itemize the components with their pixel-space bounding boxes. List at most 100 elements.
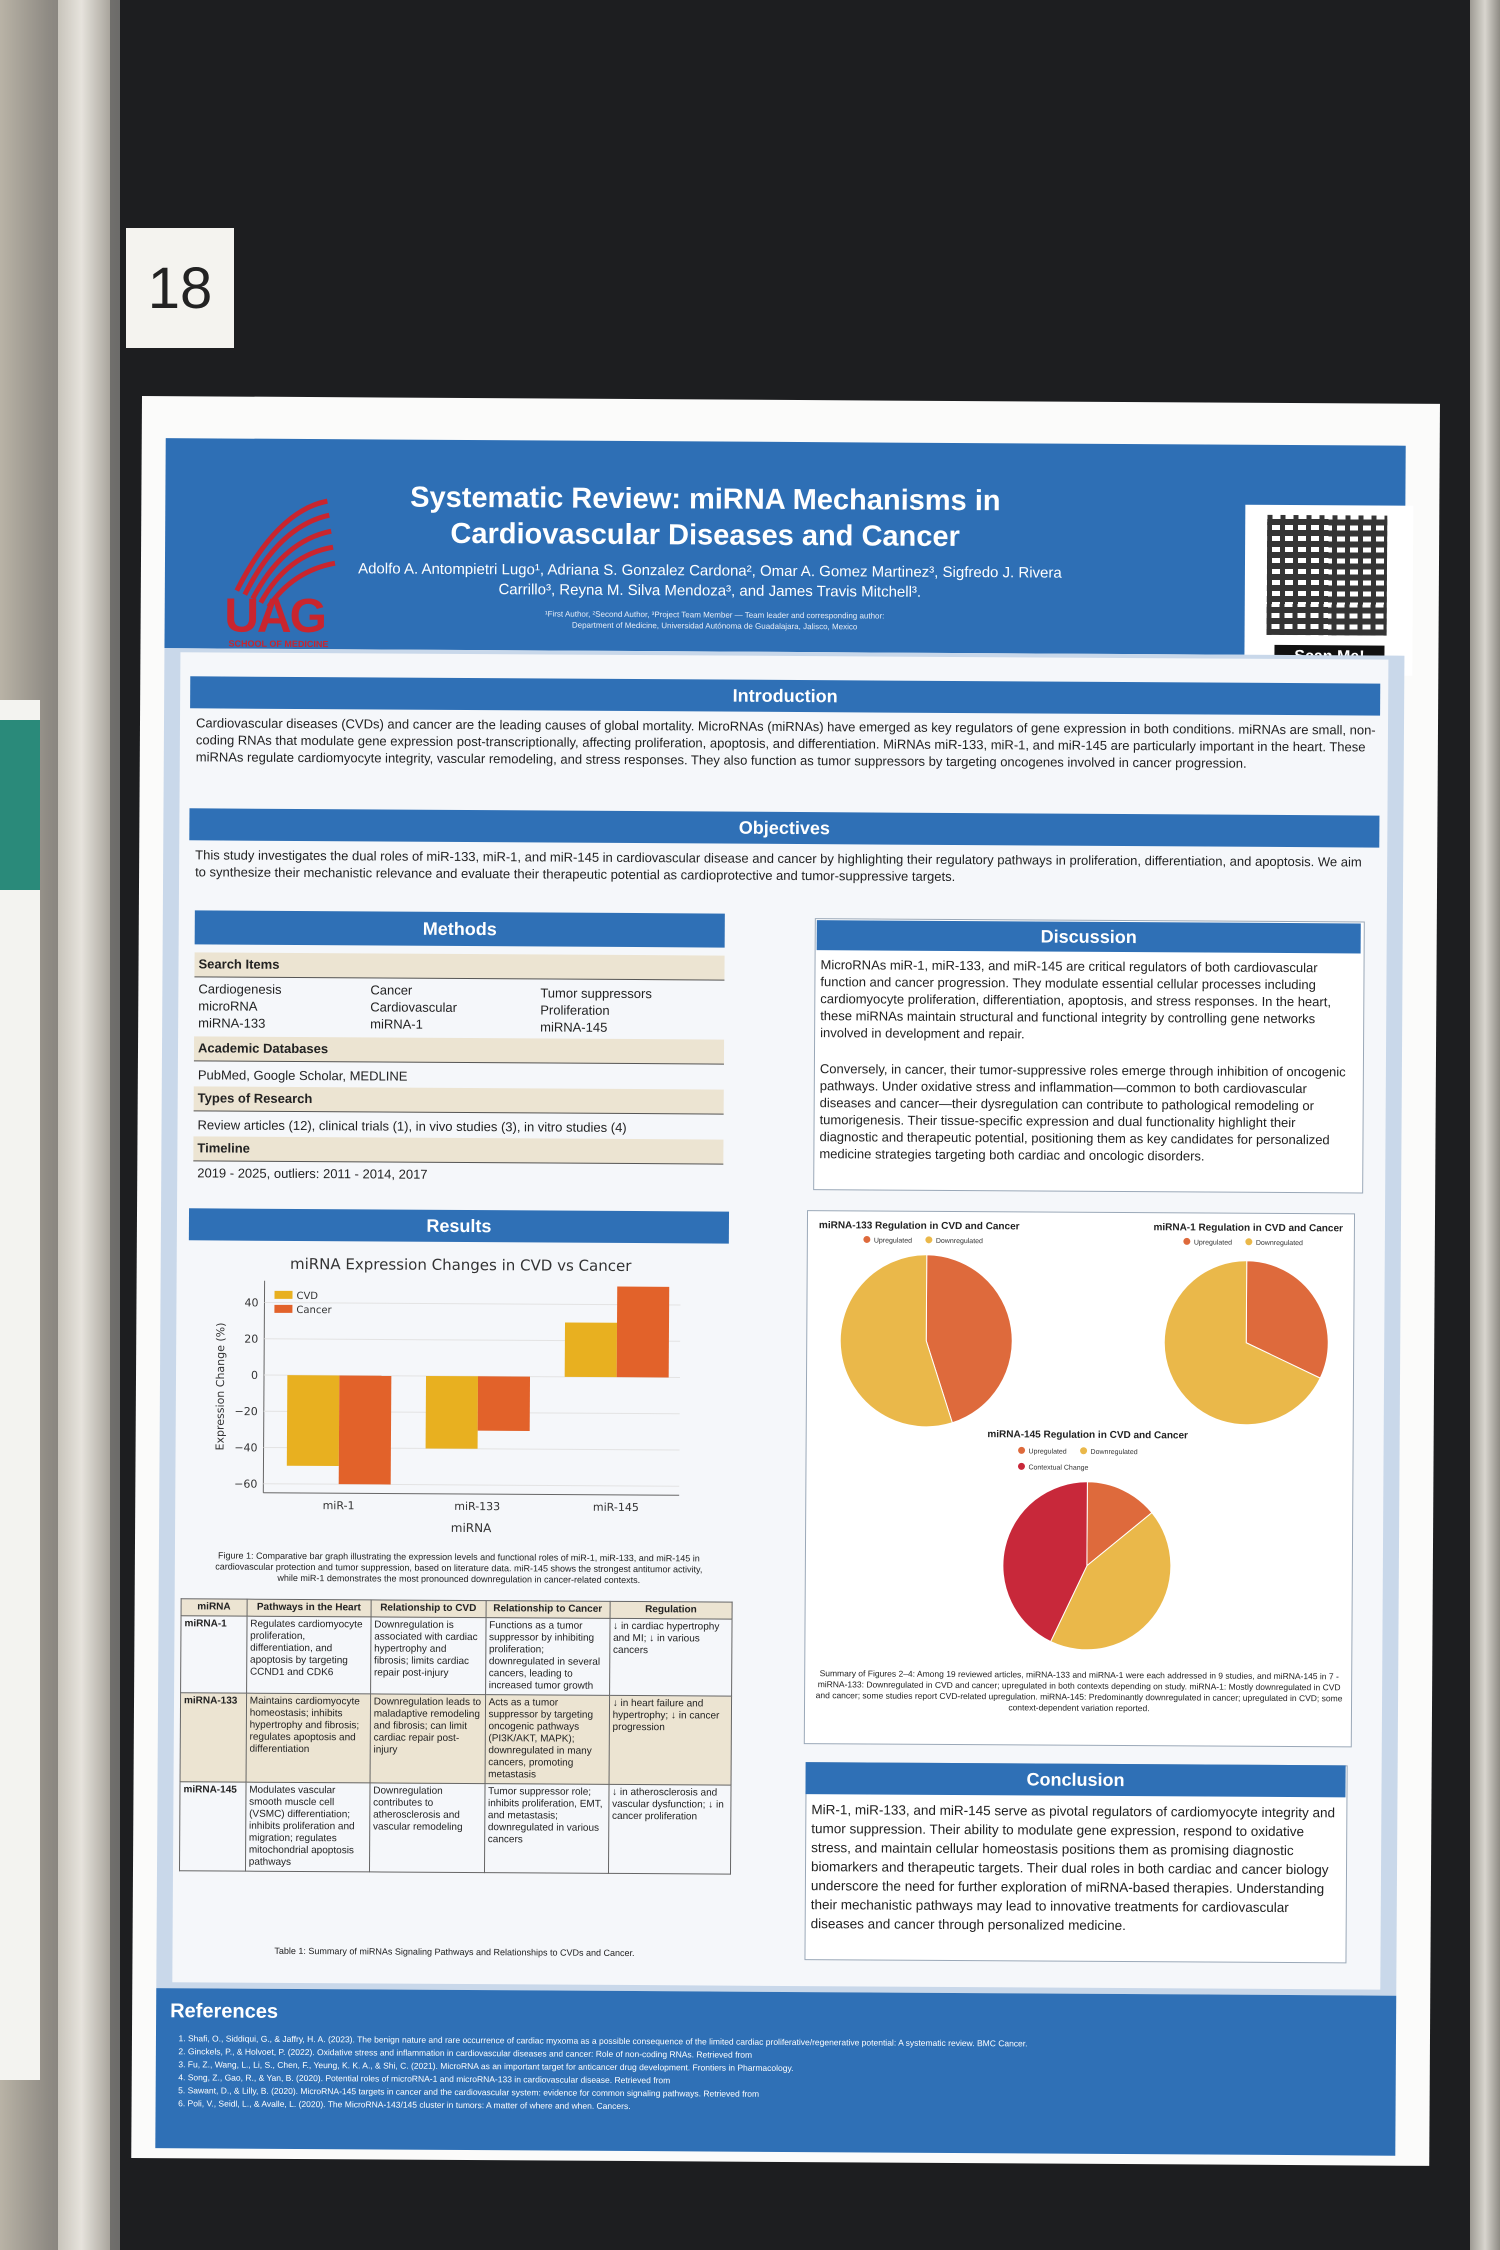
types-text: Review articles (12), clinical trials (1…: [197, 1117, 627, 1135]
search-term: microRNA: [198, 998, 258, 1014]
table-cell: Modulates vascular smooth muscle cell (V…: [245, 1782, 370, 1872]
pie-slice-downregulated: [1163, 1260, 1321, 1426]
affiliation-notes: ¹First Author, ²Second Author, ³Project …: [395, 608, 1035, 634]
conclusion-text: MiR-1, miR-133, and miR-145 serve as piv…: [810, 1802, 1336, 1934]
y-axis-label: Expression Change (%): [214, 1323, 228, 1451]
search-term: miRNA-145: [540, 1019, 608, 1035]
legend-label: Cancer: [296, 1305, 332, 1316]
references: References Shafi, O., Siddiqui, G., & Ja…: [155, 1988, 1397, 2156]
search-col-3: Tumor suppressors Proliferation miRNA-14…: [540, 984, 720, 1036]
pie-summary: Summary of Figures 2–4: Among 19 reviewe…: [815, 1668, 1343, 1714]
bar-cvd-mir-133: [425, 1375, 479, 1449]
legend-dot: [1183, 1237, 1191, 1245]
discussion-heading: Discussion: [816, 920, 1361, 954]
methods-heading: Methods: [194, 910, 725, 948]
legend-label: Upregulated: [1029, 1448, 1067, 1455]
gridline: [263, 1483, 680, 1487]
y-tick-label: 40: [244, 1296, 258, 1309]
y-tick-label: 0: [251, 1369, 258, 1382]
search-items-heading: Search Items: [194, 952, 725, 981]
y-tick-label: −40: [234, 1441, 257, 1454]
table-header: Pathways in the Heart: [246, 1599, 371, 1617]
conclusion-heading: Conclusion: [805, 1762, 1346, 1798]
bar-cvd-mir-1: [286, 1375, 340, 1467]
search-term: Proliferation: [540, 1002, 610, 1018]
neighbor-poster: [0, 700, 40, 2080]
x-axis-label: miRNA: [451, 1521, 492, 1535]
pie-charts: miRNA-133 Regulation in CVD and Cancer Up…: [819, 1220, 1343, 1651]
search-term: miRNA-1: [370, 1016, 423, 1032]
poster-title: Systematic Review: miRNA Mechanisms in C…: [365, 479, 1045, 555]
legend-dot: [925, 1236, 933, 1244]
table-header: Relationship to Cancer: [485, 1600, 610, 1619]
legend-label: Upregulated: [1194, 1239, 1232, 1246]
pie-slice-upregulated: [1086, 1481, 1153, 1567]
table-row: miRNA-145 Modulates vascular smooth musc…: [179, 1781, 732, 1875]
results-heading: Results: [188, 1208, 730, 1244]
references-heading: References: [170, 2000, 279, 2023]
table-cell: miRNA-145: [179, 1781, 246, 1872]
legend-swatch-cvd: [274, 1290, 293, 1299]
title-line: Systematic Review: miRNA Mechanisms in: [410, 481, 1001, 518]
search-term: Cardiogenesis: [198, 981, 282, 997]
bar-cancer-mir-145: [616, 1286, 670, 1378]
table-header: Regulation: [609, 1601, 733, 1620]
display-frame-post: [58, 0, 110, 2250]
table-cell: Tumor suppressor role; inhibits prolifer…: [484, 1783, 609, 1874]
poster-header: UAG SCHOOL OF MEDICINE Systematic Review…: [164, 438, 1414, 676]
discussion-paragraph: MicroRNAs miR-1, miR-133, and miR-145 ar…: [820, 957, 1332, 1042]
display-frame-post-right: [1470, 0, 1500, 2250]
legend-label: Downregulated: [1256, 1240, 1303, 1247]
x-tick-label: miR-1: [323, 1499, 355, 1512]
uag-logo-icon: [234, 498, 336, 609]
discussion-paragraph: Conversely, in cancer, their tumor-suppr…: [819, 1061, 1346, 1164]
legend-dot: [1018, 1446, 1026, 1454]
search-term: Cardiovascular: [370, 999, 458, 1015]
y-tick-label: −60: [234, 1478, 257, 1491]
search-term: Cancer: [370, 982, 413, 998]
y-tick-label: −20: [235, 1405, 258, 1418]
title-line: Cardiovascular Diseases and Cancer: [450, 517, 960, 553]
x-tick-label: miR-145: [593, 1501, 639, 1514]
databases-text: PubMed, Google Scholar, MEDLINE: [197, 1067, 408, 1084]
legend-dot: [1017, 1462, 1025, 1470]
bar-cancer-mir-1: [338, 1375, 392, 1485]
databases-heading: Academic Databases: [193, 1036, 725, 1065]
table-cell: ↓ in atherosclerosis and vascular dysfun…: [608, 1784, 732, 1875]
authors: Adolfo A. Antompietri Lugo¹, Adriana S. …: [315, 559, 1105, 604]
booth-number-card: 18: [126, 228, 234, 348]
table-cell: Functions as a tumor suppressor by inhib…: [485, 1617, 610, 1696]
table-header: Relationship to CVD: [370, 1599, 486, 1618]
table-cell: ↓ in cardiac hypertrophy and MI; ↓ in va…: [609, 1618, 733, 1697]
timeline-text: 2019 - 2025, outliers: 2011 - 2014, 2017: [197, 1165, 428, 1182]
x-axis: [263, 1492, 680, 1496]
pie-title: miRNA-145 Regulation in CVD and Cancer: [987, 1429, 1188, 1441]
pie-slice-upregulated: [925, 1254, 1013, 1424]
qr-code-box: Scan Me!: [1244, 504, 1414, 676]
legend-swatch-cancer: [274, 1304, 293, 1313]
table-cell: Downregulation contributes to atheroscle…: [369, 1782, 485, 1873]
table-row: miRNA-133 Maintains cardiomyocyte homeos…: [180, 1692, 732, 1786]
bar-cvd-mir-145: [564, 1322, 618, 1378]
legend-label: Downregulated: [936, 1238, 983, 1245]
table-cell: Acts as a tumor suppressor by targeting …: [484, 1694, 610, 1785]
results-table: miRNA Pathways in the Heart Relationship…: [179, 1598, 733, 1875]
table-header: miRNA: [181, 1598, 247, 1617]
bar-cancer-mir-133: [477, 1376, 531, 1431]
gridline: [264, 1302, 681, 1306]
table-cell: Maintains cardiomyocyte homeostasis; inh…: [245, 1693, 371, 1783]
y-axis: [262, 1280, 266, 1493]
references-list: Shafi, O., Siddiqui, G., & Jaffry, H. A.…: [170, 2032, 1388, 2117]
legend-label: CVD: [296, 1291, 318, 1302]
legend-label: Upregulated: [874, 1237, 912, 1244]
table-caption: Table 1: Summary of miRNAs Signaling Pat…: [274, 1945, 635, 1959]
table-cell: ↓ in heart failure and hypertrophy; ↓ in…: [608, 1695, 732, 1786]
legend-dot: [1245, 1238, 1253, 1246]
table-cell: Downregulation leads to maladaptive remo…: [369, 1693, 486, 1784]
legend-dot: [863, 1235, 871, 1243]
search-term: Tumor suppressors: [540, 985, 652, 1002]
search-col-2: Cancer Cardiovascular miRNA-1: [370, 981, 540, 1033]
search-col-1: Cardiogenesis microRNA miRNA-133: [198, 980, 368, 1032]
pie-slice-downregulated: [839, 1254, 953, 1428]
pie-slice-downregulated: [1049, 1511, 1172, 1651]
